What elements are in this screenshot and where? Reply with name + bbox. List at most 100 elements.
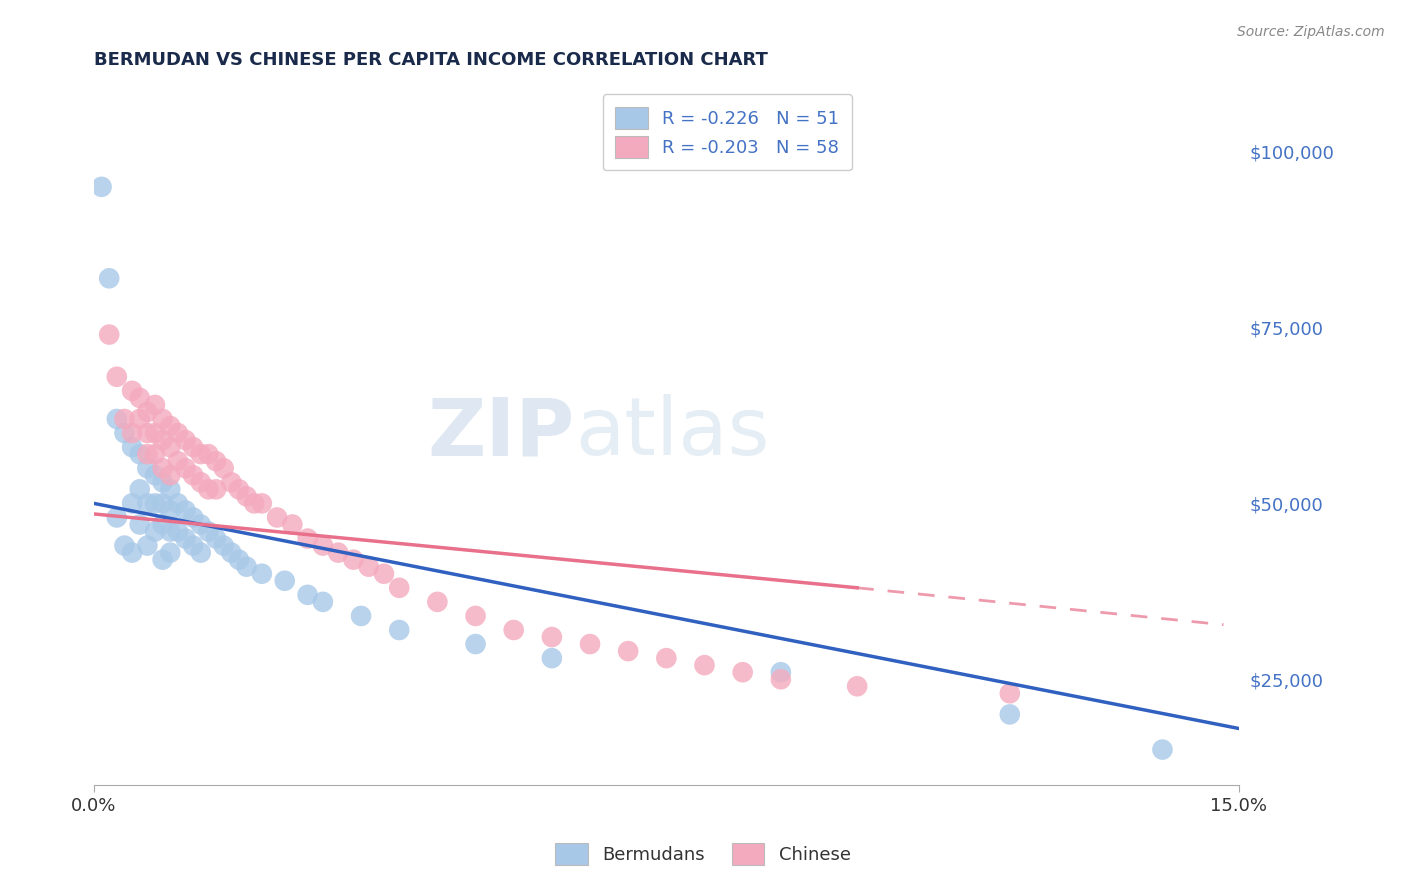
Point <box>136 539 159 553</box>
Legend: Bermudans, Chinese: Bermudans, Chinese <box>546 834 860 874</box>
Point <box>228 483 250 497</box>
Point <box>769 665 792 680</box>
Point <box>205 454 228 468</box>
Point <box>159 546 181 560</box>
Point <box>136 405 159 419</box>
Point <box>167 524 190 539</box>
Point <box>136 425 159 440</box>
Point <box>98 327 121 342</box>
Point <box>114 425 136 440</box>
Point <box>105 369 128 384</box>
Point <box>769 672 792 686</box>
Point <box>152 433 174 447</box>
Point <box>128 412 150 426</box>
Point <box>243 496 266 510</box>
Point <box>121 496 143 510</box>
Point <box>152 475 174 490</box>
Point <box>167 454 190 468</box>
Point <box>159 483 181 497</box>
Point <box>181 468 204 483</box>
Point <box>143 524 166 539</box>
Point <box>174 532 197 546</box>
Point <box>114 412 136 426</box>
Point <box>388 581 411 595</box>
Point <box>143 496 166 510</box>
Point <box>228 552 250 566</box>
Point <box>328 546 350 560</box>
Point <box>143 398 166 412</box>
Point <box>121 384 143 398</box>
Point <box>502 623 524 637</box>
Point <box>693 658 716 673</box>
Point <box>159 468 181 483</box>
Point <box>281 517 304 532</box>
Point <box>212 461 235 475</box>
Point <box>342 552 364 566</box>
Point <box>388 623 411 637</box>
Point <box>212 539 235 553</box>
Point <box>205 483 228 497</box>
Point <box>357 559 380 574</box>
Point <box>174 461 197 475</box>
Point <box>312 595 335 609</box>
Text: BERMUDAN VS CHINESE PER CAPITA INCOME CORRELATION CHART: BERMUDAN VS CHINESE PER CAPITA INCOME CO… <box>94 51 768 69</box>
Text: Source: ZipAtlas.com: Source: ZipAtlas.com <box>1237 25 1385 39</box>
Point <box>235 559 257 574</box>
Point <box>121 546 143 560</box>
Legend: R = -0.226   N = 51, R = -0.203   N = 58: R = -0.226 N = 51, R = -0.203 N = 58 <box>603 94 852 170</box>
Point <box>181 510 204 524</box>
Point <box>121 440 143 454</box>
Point <box>143 447 166 461</box>
Point <box>464 609 486 624</box>
Point <box>90 179 112 194</box>
Point <box>655 651 678 665</box>
Point <box>167 425 190 440</box>
Point <box>152 552 174 566</box>
Point <box>197 483 219 497</box>
Point <box>221 475 243 490</box>
Point <box>128 517 150 532</box>
Point <box>159 503 181 517</box>
Point <box>998 686 1021 700</box>
Point <box>617 644 640 658</box>
Point <box>197 524 219 539</box>
Point <box>174 433 197 447</box>
Point <box>105 510 128 524</box>
Point <box>274 574 297 588</box>
Point <box>190 546 212 560</box>
Point <box>297 532 319 546</box>
Point <box>159 419 181 434</box>
Point <box>235 489 257 503</box>
Point <box>205 532 228 546</box>
Text: atlas: atlas <box>575 394 769 472</box>
Point <box>731 665 754 680</box>
Point <box>579 637 602 651</box>
Point <box>143 468 166 483</box>
Point <box>190 517 212 532</box>
Point <box>181 539 204 553</box>
Point <box>426 595 449 609</box>
Point <box>114 539 136 553</box>
Point <box>143 425 166 440</box>
Point <box>121 425 143 440</box>
Point <box>152 496 174 510</box>
Point <box>128 483 150 497</box>
Point <box>174 503 197 517</box>
Point <box>541 630 564 644</box>
Point <box>128 447 150 461</box>
Point <box>159 440 181 454</box>
Point <box>197 447 219 461</box>
Point <box>159 524 181 539</box>
Point <box>136 461 159 475</box>
Point <box>464 637 486 651</box>
Point <box>136 496 159 510</box>
Point <box>998 707 1021 722</box>
Point <box>128 391 150 405</box>
Point <box>541 651 564 665</box>
Point <box>250 496 273 510</box>
Point <box>846 679 869 693</box>
Point <box>181 440 204 454</box>
Point <box>221 546 243 560</box>
Point <box>373 566 395 581</box>
Point <box>266 510 288 524</box>
